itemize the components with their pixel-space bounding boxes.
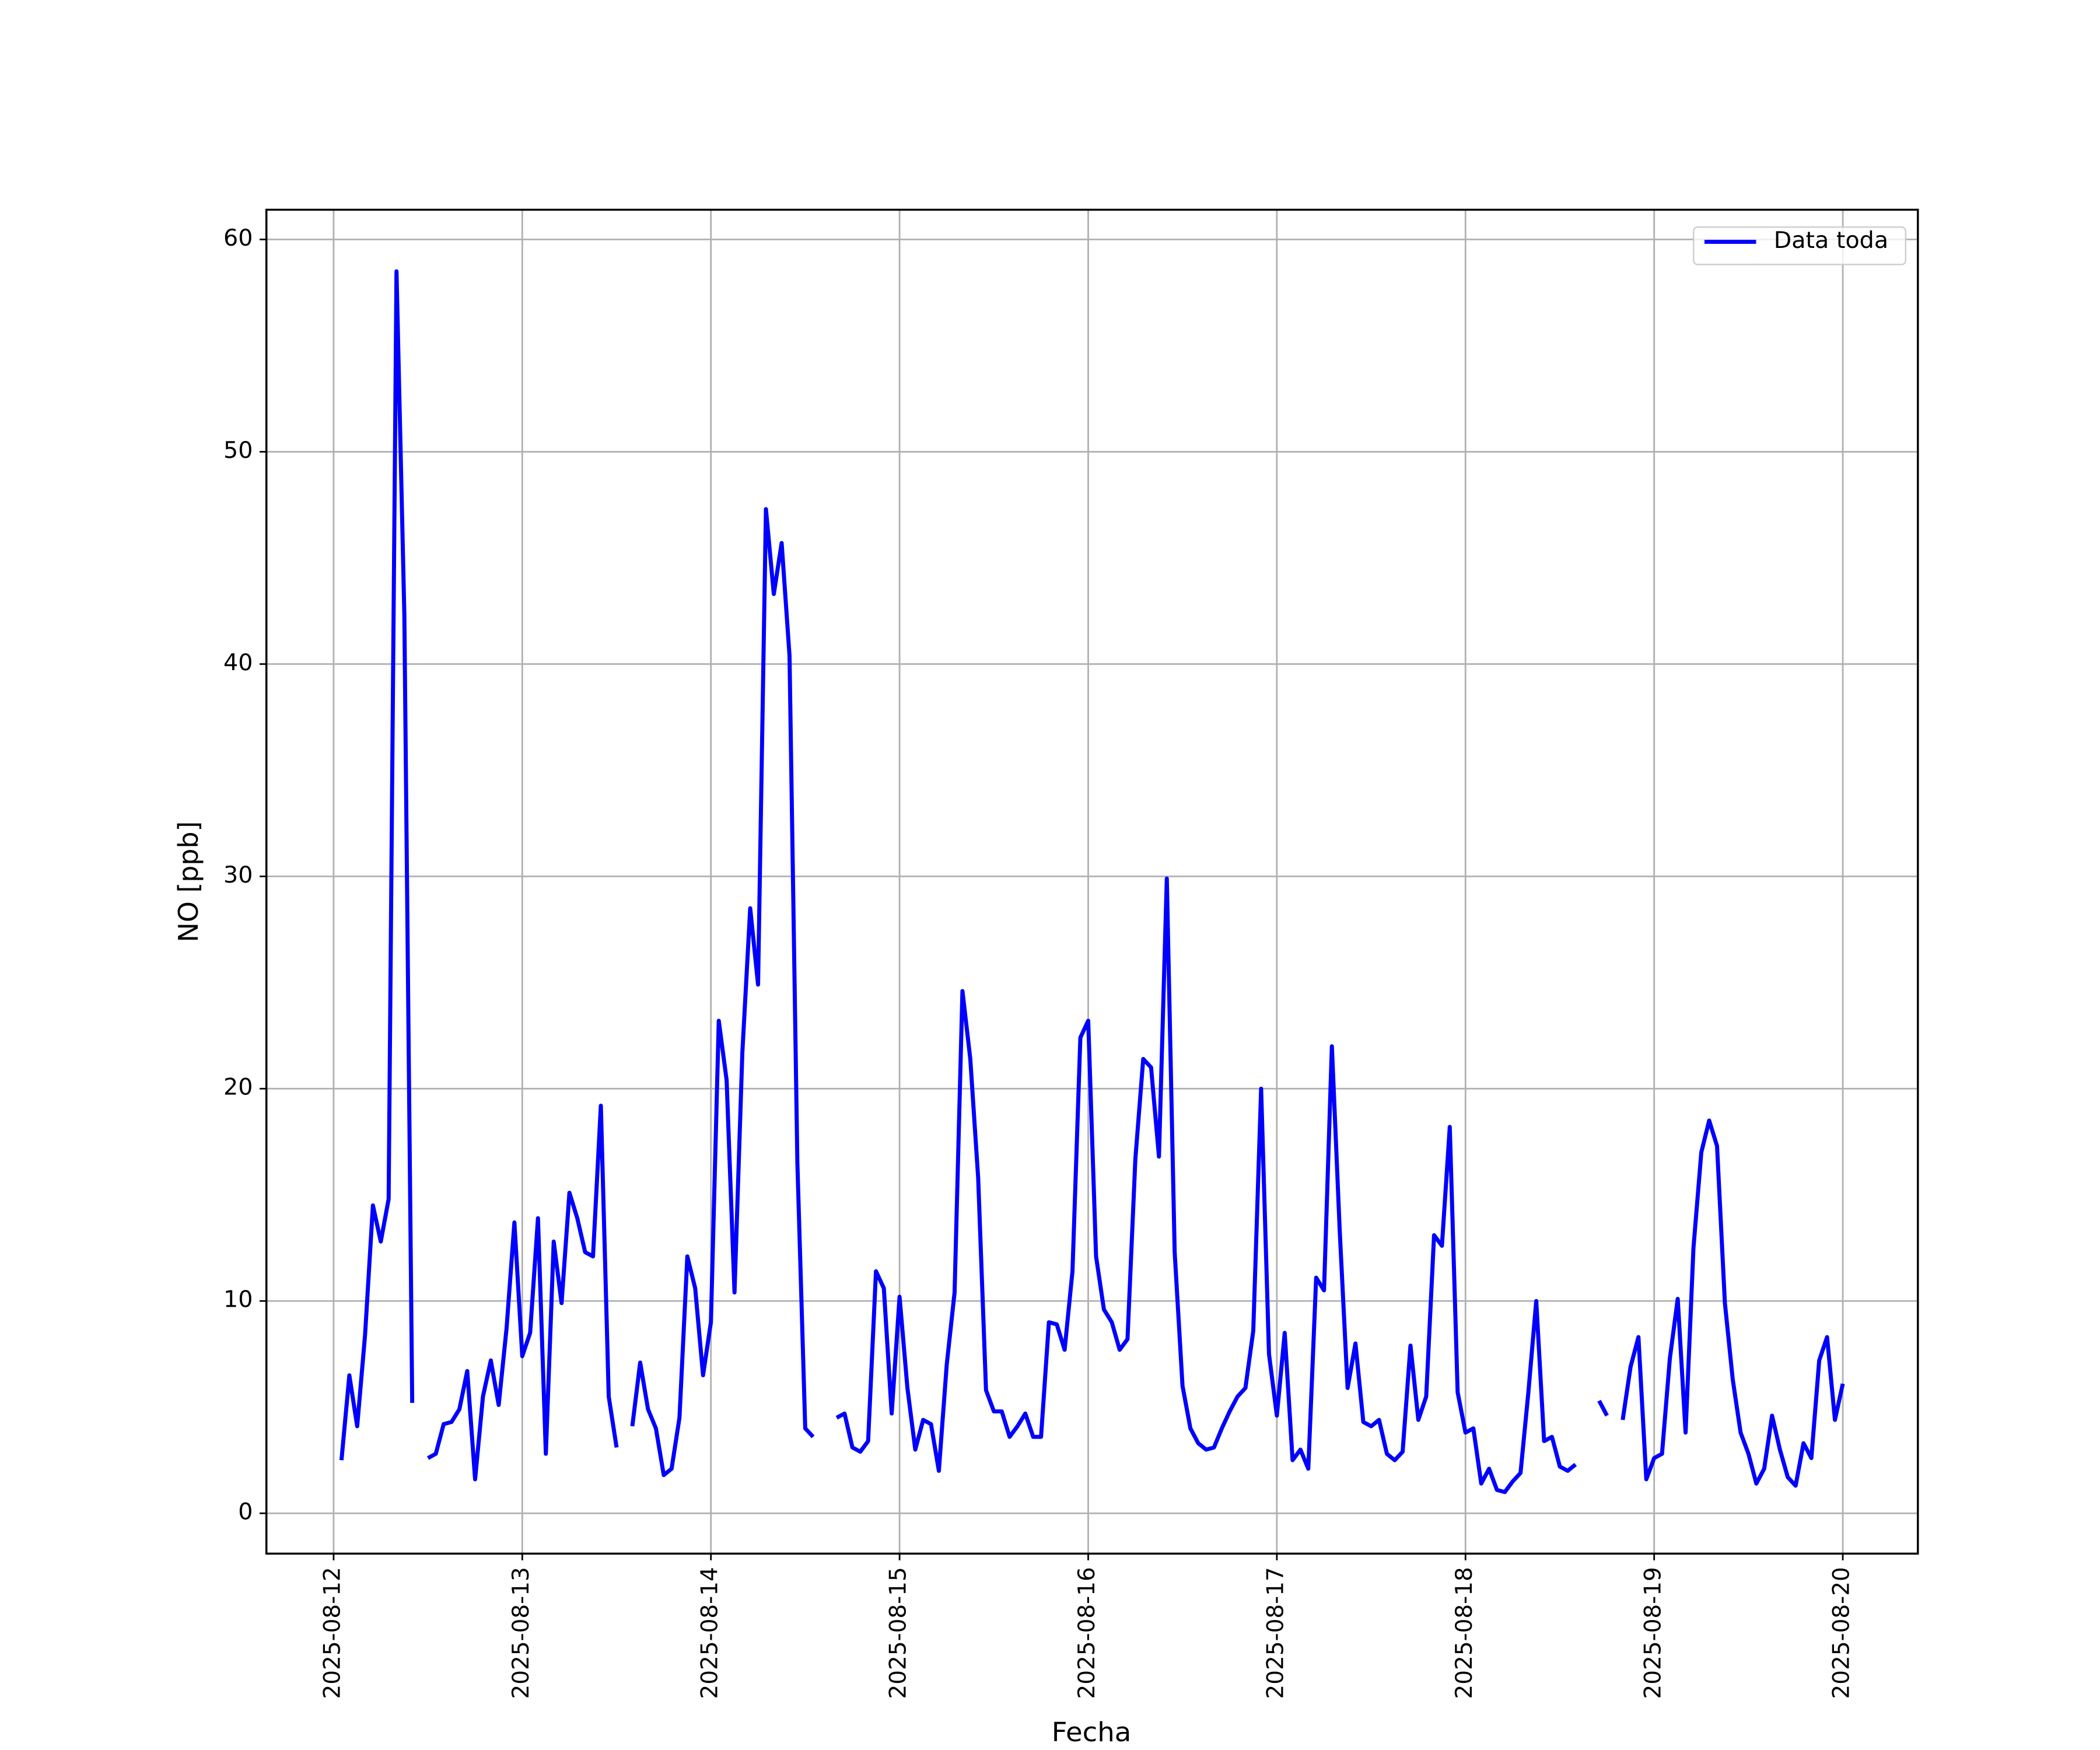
- x-tick-label: 2025-08-17: [1262, 1567, 1289, 1699]
- x-tick-label: 2025-08-16: [1074, 1567, 1100, 1699]
- x-tick-label: 2025-08-12: [319, 1567, 345, 1699]
- y-tick-label: 30: [223, 862, 253, 888]
- y-tick-label: 40: [223, 650, 253, 676]
- y-tick-label: 0: [238, 1499, 253, 1525]
- x-tick-label: 2025-08-18: [1451, 1567, 1478, 1699]
- x-tick-label: 2025-08-19: [1640, 1567, 1666, 1699]
- x-tick-label: 2025-08-14: [696, 1567, 723, 1699]
- legend-box: [1693, 226, 1906, 265]
- y-tick-label: 10: [223, 1287, 253, 1313]
- plot-frame: [265, 208, 1919, 1555]
- y-tick-label: 20: [223, 1074, 253, 1101]
- x-tick-label: 2025-08-13: [508, 1567, 534, 1699]
- data-line: [339, 269, 1845, 1494]
- y-tick-label: 50: [223, 438, 253, 464]
- x-tick-label: 2025-08-20: [1828, 1567, 1854, 1699]
- y-tick-label: 60: [223, 225, 253, 251]
- y-axis-label: NO [ppb]: [172, 821, 204, 943]
- x-axis-label: Fecha: [1052, 1716, 1132, 1748]
- x-tick-label: 2025-08-15: [885, 1567, 911, 1699]
- legend-label: Data toda: [1774, 228, 1888, 254]
